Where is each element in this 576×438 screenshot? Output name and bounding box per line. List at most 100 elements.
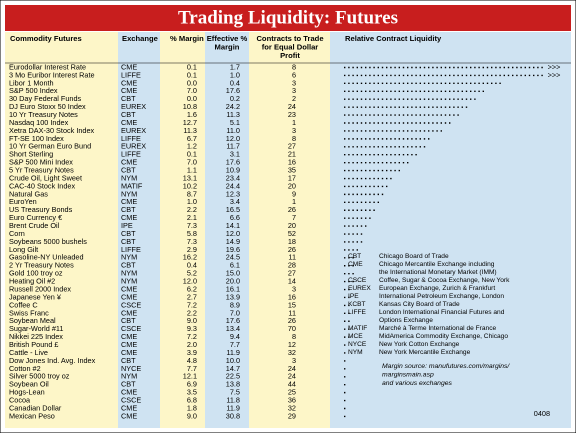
cell: Crude Oil, Light Sweet — [9, 173, 82, 182]
cell: 18 — [288, 237, 296, 246]
code: 0408 — [534, 409, 550, 418]
cell: US Treasury Bonds — [9, 205, 73, 214]
cell: Nikkei 225 Index — [9, 332, 63, 341]
cell: 8 — [292, 62, 296, 71]
cell: 5.2 — [187, 269, 197, 278]
cell: Swiss Franc — [9, 308, 49, 317]
legend-text: LIFFE — [348, 309, 367, 316]
cell: 11.9 — [226, 403, 240, 412]
legend-text: Coffee, Sugar & Cocoa Exchange, New York — [379, 277, 510, 284]
cell: Short Sterling — [9, 150, 53, 159]
cell: 12.3 — [226, 189, 240, 198]
cell: NYM — [121, 372, 137, 381]
cell: 9.0 — [187, 411, 197, 420]
cell: 7.7 — [187, 364, 197, 373]
cell: 15.0 — [226, 269, 240, 278]
legend-text: European Exchange, Zurich & Frankfurt — [379, 285, 495, 292]
cell: 1.2 — [187, 142, 197, 151]
cell: Coffee C — [9, 300, 38, 309]
cell: 24 — [288, 102, 296, 111]
legend-text: London International Financial Futures a… — [379, 309, 505, 316]
cell: Corn — [9, 229, 25, 238]
cell: 52 — [288, 229, 296, 238]
cell: NYM — [121, 189, 137, 198]
legend-text: Kansas City Board of Trade — [379, 301, 460, 308]
cell: Xetra DAX-30 Stock Index — [9, 126, 95, 135]
cell: 1 — [292, 197, 296, 206]
cell: CME — [121, 292, 137, 301]
cell: Canadian Dollar — [9, 403, 62, 412]
cell: 12 — [288, 340, 296, 349]
cell: CBT — [121, 261, 136, 270]
col-bg — [205, 32, 249, 428]
cell: NYM — [121, 173, 137, 182]
cell: Heating Oil #2 — [9, 277, 55, 286]
cell: 14.9 — [226, 237, 240, 246]
source-note: marginsmain.asp — [382, 371, 434, 378]
cell: 24 — [288, 364, 296, 373]
cell: 29 — [288, 411, 296, 420]
col-bg — [118, 32, 160, 428]
cell: 1.1 — [187, 166, 197, 175]
source-note: and various exchanges — [382, 380, 453, 387]
title-banner — [5, 5, 571, 31]
cell: 11.9 — [226, 348, 240, 357]
cell: 32 — [288, 348, 296, 357]
cell: NYM — [121, 269, 137, 278]
cell: 25 — [288, 388, 296, 397]
legend-text: MCE — [348, 333, 363, 340]
legend-text: MidAmerica Commodity Exchange, Chicago — [379, 333, 508, 340]
cell: 7.3 — [187, 221, 197, 230]
title: Trading Liquidity: Futures — [178, 7, 398, 28]
cell: 9.3 — [187, 324, 197, 333]
cell: 0.0 — [187, 78, 197, 87]
cell: Long Gilt — [9, 245, 38, 254]
cell: EUREX — [121, 126, 146, 135]
cell: NYM — [121, 253, 137, 262]
cell: 7.2 — [187, 300, 197, 309]
cell: 13.9 — [226, 292, 240, 301]
cell: 3.1 — [230, 150, 240, 159]
cell: NYCE — [121, 364, 141, 373]
cell: 24.2 — [226, 102, 240, 111]
cell: 11 — [288, 308, 296, 317]
cell: 3.5 — [187, 388, 197, 397]
cell: 16.2 — [183, 253, 197, 262]
cell: 17.6 — [226, 316, 240, 325]
cell: Brent Crude Oil — [9, 221, 60, 230]
cell: 0.1 — [187, 150, 197, 159]
cell: 9 — [292, 189, 296, 198]
cell: 14.7 — [226, 364, 240, 373]
cell: 12.1 — [183, 372, 197, 381]
cell: 5 Yr Treasury Notes — [9, 166, 74, 175]
cell: 22.5 — [226, 372, 240, 381]
cell: Hogs-Lean — [9, 388, 45, 397]
cell: 10.8 — [183, 102, 197, 111]
cell: FT-SE 100 Index — [9, 134, 64, 143]
cell: 36 — [288, 395, 296, 404]
cell: 6.1 — [230, 261, 240, 270]
column-header: % Margin — [170, 34, 204, 43]
cell: 32 — [288, 403, 296, 412]
cell: 0.1 — [187, 70, 197, 79]
cell: Silver 5000 troy oz — [9, 372, 70, 381]
cell: 3 — [292, 126, 296, 135]
cell: 2.2 — [187, 205, 197, 214]
cell: Cattle - Live — [9, 348, 48, 357]
cell: CSCE — [121, 300, 141, 309]
cell: 20.0 — [226, 277, 240, 286]
cell: CME — [121, 197, 137, 206]
cell: 5.8 — [187, 229, 197, 238]
cell: 7.3 — [187, 237, 197, 246]
cell: CME — [121, 403, 137, 412]
cell: 26 — [288, 205, 296, 214]
cell: Gold 100 troy oz — [9, 269, 63, 278]
cell: CME — [121, 78, 137, 87]
cell: 11.7 — [226, 142, 240, 151]
cell: 17.6 — [226, 86, 240, 95]
cell: CME — [121, 308, 137, 317]
cell: CBT — [121, 380, 136, 389]
cell: CAC-40 Stock Index — [9, 181, 75, 190]
cell: CME — [121, 411, 137, 420]
cell: 19.6 — [226, 245, 240, 254]
